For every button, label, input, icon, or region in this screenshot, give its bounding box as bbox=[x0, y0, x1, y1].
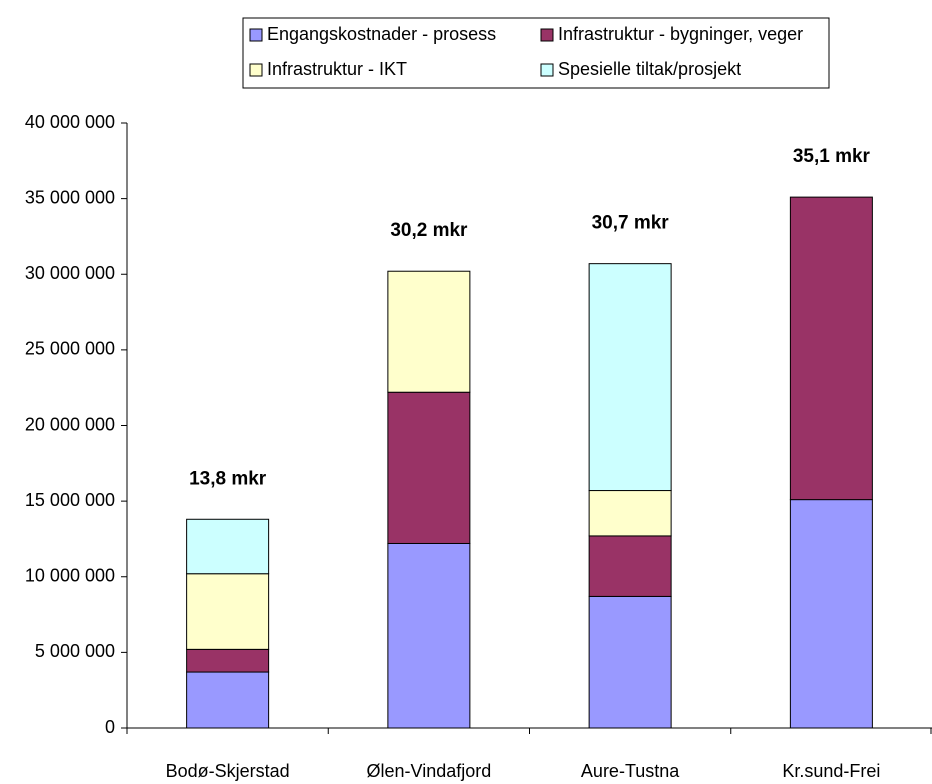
y-tick-label: 20 000 000 bbox=[25, 414, 115, 434]
y-tick-label: 25 000 000 bbox=[25, 339, 115, 359]
x-tick-label: Kr.sund-Frei bbox=[782, 761, 880, 781]
y-tick-label: 40 000 000 bbox=[25, 112, 115, 132]
y-tick-label: 5 000 000 bbox=[35, 641, 115, 661]
bar-segment bbox=[387, 270, 471, 393]
bar-segment bbox=[588, 595, 672, 729]
legend-box bbox=[242, 17, 830, 89]
x-tick-label: Aure-Tustna bbox=[581, 761, 680, 781]
bar-segment bbox=[588, 490, 672, 537]
legend-label: Engangskostnader - prosess bbox=[267, 24, 496, 44]
legend-swatch bbox=[540, 28, 554, 42]
bar-segment bbox=[588, 535, 672, 597]
legend-label: Infrastruktur - IKT bbox=[267, 59, 407, 79]
total-label: 35,1 mkr bbox=[793, 146, 871, 167]
x-tick-label: Ølen-Vindafjord bbox=[367, 761, 492, 781]
bar-segment bbox=[186, 573, 270, 650]
bar-segment bbox=[387, 391, 471, 544]
y-tick-label: 15 000 000 bbox=[25, 490, 115, 510]
legend-swatch bbox=[540, 63, 554, 77]
legend-label: Spesielle tiltak/prosjekt bbox=[558, 59, 741, 79]
y-tick-label: 0 bbox=[105, 717, 115, 737]
total-label: 30,7 mkr bbox=[592, 213, 670, 234]
total-label: 30,2 mkr bbox=[390, 220, 468, 241]
legend-swatch bbox=[249, 63, 263, 77]
total-label: 13,8 mkr bbox=[189, 468, 267, 489]
legend-swatch bbox=[249, 28, 263, 42]
bar-segment bbox=[588, 263, 672, 492]
x-tick-label: Bodø-Skjerstad bbox=[166, 761, 290, 781]
legend-label: Infrastruktur - bygninger, veger bbox=[558, 24, 803, 44]
bar-segment bbox=[387, 542, 471, 729]
y-tick-label: 10 000 000 bbox=[25, 566, 115, 586]
bar-segment bbox=[789, 499, 873, 729]
bar-segment bbox=[186, 518, 270, 575]
bar-segment bbox=[789, 196, 873, 501]
bar-segment bbox=[186, 671, 270, 729]
bar-segment bbox=[186, 648, 270, 673]
y-tick-label: 35 000 000 bbox=[25, 187, 115, 207]
y-tick-label: 30 000 000 bbox=[25, 263, 115, 283]
